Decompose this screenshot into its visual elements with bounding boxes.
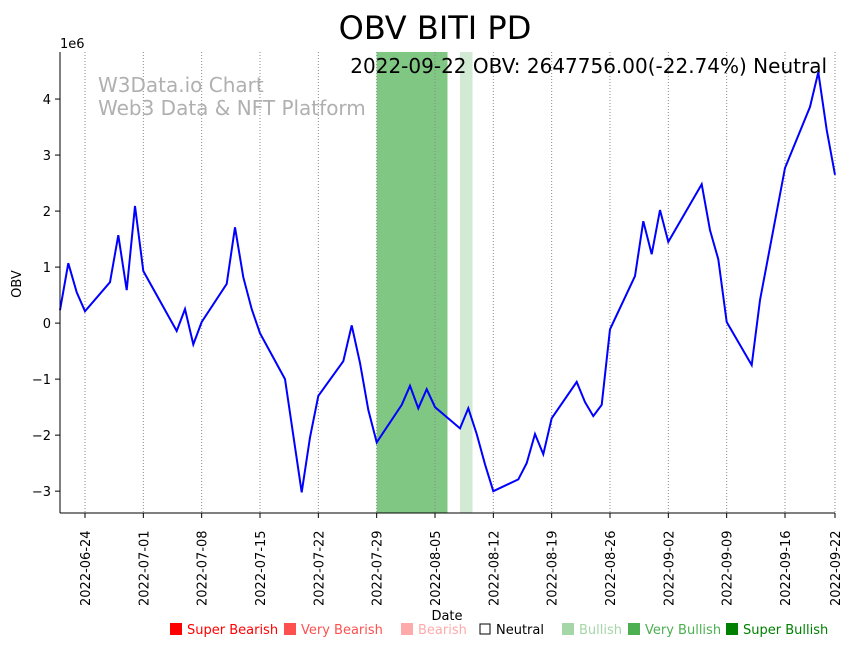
chart-title: OBV BITI PD: [339, 9, 532, 47]
x-tick-label: 2022-07-01: [137, 530, 152, 606]
legend-swatch: [401, 623, 413, 635]
legend-item: Very Bearish: [284, 623, 383, 638]
legend-item: Super Bullish: [726, 623, 828, 638]
chart-subtitle: 2022-09-22 OBV: 2647756.00(-22.74%) Neut…: [350, 54, 827, 78]
x-tick-label: 2022-06-24: [79, 530, 94, 606]
y-tick-label: 3: [43, 149, 51, 164]
legend-swatch: [479, 623, 491, 635]
legend-swatch: [628, 623, 640, 635]
legend-label: Super Bullish: [743, 623, 828, 638]
legend-label: Bearish: [418, 623, 467, 638]
legend-item: Bullish: [562, 623, 622, 638]
signal-band: [376, 52, 448, 513]
legend-item: Very Bullish: [628, 623, 721, 638]
x-tick-label: 2022-07-15: [254, 530, 269, 606]
x-tick-label: 2022-07-29: [371, 530, 386, 606]
x-tick-label: 2022-09-02: [662, 530, 677, 606]
legend-label: Super Bearish: [187, 623, 278, 638]
legend-item: Bearish: [401, 623, 467, 638]
legend-swatch: [726, 623, 738, 635]
y-tick-label: 4: [43, 93, 51, 108]
legend-label: Very Bearish: [301, 623, 383, 638]
obv-series-line: [59, 71, 836, 493]
y-tick-label: −1: [32, 373, 51, 388]
legend-item: Super Bearish: [170, 623, 278, 638]
legend-label: Very Bullish: [645, 623, 721, 638]
signal-band: [460, 52, 473, 513]
x-tick-label: 2022-08-12: [487, 530, 502, 606]
x-tick-label: 2022-07-22: [312, 530, 327, 606]
x-axis-label: Date: [431, 609, 462, 624]
x-tick-label: 2022-08-19: [546, 530, 561, 606]
y-tick-label: −2: [32, 429, 51, 444]
legend-swatch: [562, 623, 574, 635]
x-tick-label: 2022-09-22: [829, 530, 844, 606]
watermark-line-1: W3Data.io Chart: [98, 73, 264, 97]
y-multiplier-label: 1e6: [60, 37, 85, 52]
legend-item: Neutral: [479, 623, 544, 638]
x-tick-label: 2022-08-26: [604, 530, 619, 606]
legend-swatch: [170, 623, 182, 635]
x-tick-label: 2022-09-16: [779, 530, 794, 606]
watermark-line-2: Web3 Data & NFT Platform: [98, 96, 366, 120]
y-tick-label: 0: [43, 317, 51, 332]
y-tick-label: 2: [43, 205, 51, 220]
x-tick-label: 2022-08-05: [429, 530, 444, 606]
legend-swatch: [284, 623, 296, 635]
legend-label: Neutral: [496, 623, 544, 638]
x-tick-label: 2022-09-09: [721, 530, 736, 606]
y-tick-label: 1: [43, 261, 51, 276]
legend: Super Bearish Very Bearish Bearish Neutral B…: [170, 623, 828, 638]
legend-label: Bullish: [579, 623, 622, 638]
x-tick-label: 2022-07-08: [196, 530, 211, 606]
y-axis-label: OBV: [10, 270, 25, 298]
y-tick-label: −3: [32, 485, 51, 500]
